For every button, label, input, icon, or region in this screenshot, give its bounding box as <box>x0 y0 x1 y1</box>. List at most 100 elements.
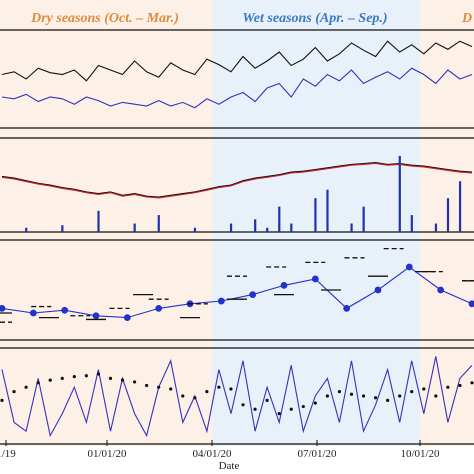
dry-season-label-right: D <box>461 11 472 26</box>
season-backgrounds <box>0 0 474 446</box>
series-line <box>1 266 473 319</box>
bar <box>278 206 281 232</box>
data-point <box>61 306 69 314</box>
data-point <box>289 407 293 411</box>
data-point <box>422 387 426 391</box>
data-point <box>373 396 378 400</box>
data-point <box>229 387 233 391</box>
bar <box>133 223 136 232</box>
dry-season-label: Dry seasons (Oct. – Mar.) <box>30 11 179 26</box>
data-point <box>181 394 185 398</box>
data-point <box>36 381 40 385</box>
data-point <box>405 263 413 271</box>
x-axis-ticks: 1/19 01/01/20 04/01/20 07/01/20 10/01/20 <box>0 440 440 460</box>
data-point <box>398 394 402 398</box>
data-point <box>120 378 125 382</box>
bar <box>446 198 450 232</box>
bar <box>229 223 233 232</box>
data-point <box>92 312 100 320</box>
data-point <box>84 374 88 378</box>
data-point <box>24 385 28 389</box>
x-tick-label: 01/01/20 <box>87 448 127 460</box>
data-point <box>410 390 414 394</box>
data-point <box>343 305 351 312</box>
data-point <box>337 390 342 394</box>
data-point <box>313 401 317 405</box>
bar <box>314 198 317 232</box>
data-point <box>349 392 354 396</box>
series-line <box>1 67 473 109</box>
data-point <box>374 286 382 294</box>
data-point <box>155 305 163 312</box>
data-point <box>253 407 257 411</box>
data-point <box>386 398 390 402</box>
x-tick-label: 07/01/20 <box>297 448 337 460</box>
panels <box>0 29 474 445</box>
bar <box>410 215 413 232</box>
panel-1 <box>0 29 474 129</box>
bar <box>398 155 401 232</box>
data-point <box>29 309 37 317</box>
bar <box>254 219 257 232</box>
bar <box>266 227 269 232</box>
data-point <box>446 385 450 389</box>
data-point <box>157 385 161 389</box>
data-point <box>217 385 221 389</box>
data-point <box>437 286 445 294</box>
data-point <box>277 412 281 416</box>
data-point <box>361 394 366 398</box>
series-line <box>1 162 473 199</box>
data-point <box>280 282 288 289</box>
series-line <box>1 356 473 438</box>
x-tick-label: 1/19 <box>0 448 16 460</box>
data-point <box>217 297 225 305</box>
bar <box>350 223 353 232</box>
bar <box>193 227 197 232</box>
panel-2 <box>0 137 474 233</box>
bar <box>290 223 293 232</box>
panel-4 <box>0 347 474 445</box>
season-headers: Dry seasons (Oct. – Mar.) Wet seasons (A… <box>30 11 472 26</box>
data-point <box>241 403 245 407</box>
bar <box>362 206 365 232</box>
data-point <box>311 275 319 283</box>
data-point <box>249 291 257 298</box>
x-tick-label: 04/01/20 <box>192 448 232 460</box>
bar <box>434 223 438 232</box>
data-point <box>145 383 149 388</box>
data-point <box>205 390 209 394</box>
data-point <box>265 398 269 402</box>
data-point <box>108 376 113 380</box>
dry-season-band <box>0 0 212 446</box>
data-point <box>0 305 6 312</box>
data-point <box>193 396 197 400</box>
data-point <box>48 378 52 382</box>
bar <box>458 181 462 232</box>
data-point <box>325 394 329 398</box>
data-point <box>169 387 173 391</box>
data-point <box>0 398 4 402</box>
data-point <box>12 390 16 394</box>
x-tick-label: 10/01/20 <box>400 448 440 460</box>
x-axis-label: Date <box>219 460 240 472</box>
bar <box>61 225 64 232</box>
bar <box>326 189 329 232</box>
panel-3 <box>0 239 474 341</box>
data-point <box>468 300 474 308</box>
series-line <box>1 162 473 198</box>
data-point <box>60 376 64 380</box>
data-point <box>132 380 137 384</box>
series-line <box>1 40 473 82</box>
wet-season-label: Wet seasons (Apr. – Sep.) <box>242 11 387 26</box>
bar <box>157 215 160 232</box>
data-point <box>72 375 76 379</box>
bar <box>25 227 28 232</box>
data-point <box>458 383 462 388</box>
data-point <box>470 381 474 385</box>
data-point <box>123 314 131 321</box>
bar <box>97 210 100 232</box>
data-point <box>301 404 305 409</box>
data-point <box>434 394 438 398</box>
data-point <box>96 372 101 376</box>
